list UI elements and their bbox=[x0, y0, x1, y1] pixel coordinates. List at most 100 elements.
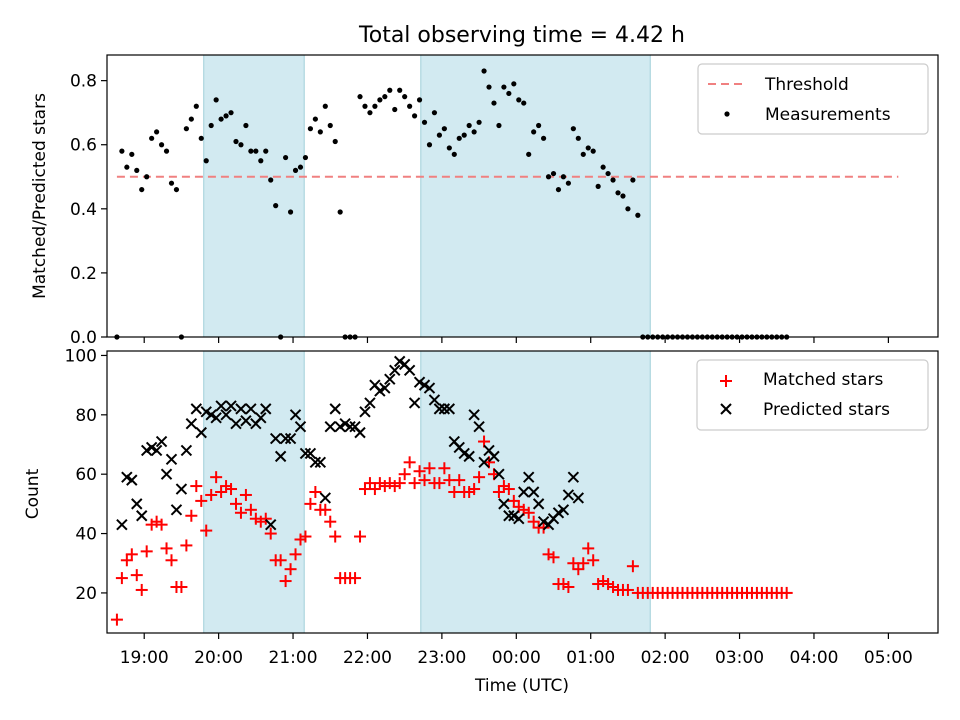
top-plot-frame bbox=[106, 54, 939, 338]
predicted-star-point bbox=[527, 486, 540, 498]
measurement-point bbox=[536, 122, 542, 129]
matched-star-point bbox=[160, 542, 173, 555]
matched-star-point bbox=[185, 509, 198, 522]
measurement-point bbox=[565, 180, 571, 186]
bottom-legend: Matched stars Predicted stars bbox=[696, 359, 929, 431]
matched-star-point bbox=[354, 530, 367, 543]
matched-star-point bbox=[403, 456, 416, 469]
measurement-point bbox=[397, 87, 403, 93]
bottom-plot-frame bbox=[106, 350, 939, 634]
matched-star-point bbox=[140, 545, 153, 558]
measurement-point bbox=[476, 119, 482, 125]
measurement-point bbox=[382, 94, 388, 100]
predicted-stars-series bbox=[116, 355, 585, 531]
measurement-point bbox=[367, 110, 373, 116]
measurement-point bbox=[312, 116, 318, 122]
predicted-star-point bbox=[255, 412, 267, 424]
measurement-point bbox=[526, 151, 532, 157]
measurement-point bbox=[516, 97, 522, 103]
measurement-point bbox=[441, 126, 447, 132]
matched-star-point bbox=[274, 554, 287, 567]
top-x-tick-marks bbox=[143, 337, 889, 343]
matched-star-point bbox=[393, 477, 406, 490]
matched-star-point bbox=[180, 539, 193, 552]
measurement-point bbox=[297, 164, 304, 170]
legend-predicted-label: Predicted stars bbox=[763, 400, 890, 420]
measurement-point bbox=[540, 135, 547, 141]
predicted-star-point bbox=[403, 364, 416, 377]
predicted-star-point bbox=[220, 409, 232, 421]
predicted-star-point bbox=[329, 403, 341, 415]
top-observing-bands bbox=[203, 54, 651, 338]
measurement-point bbox=[258, 158, 264, 164]
measurement-point bbox=[521, 100, 527, 106]
measurement-point bbox=[431, 110, 438, 116]
predicted-star-point bbox=[294, 420, 307, 433]
y-tick-label: 40 bbox=[75, 525, 97, 545]
measurement-point bbox=[168, 180, 175, 186]
measurement-point bbox=[158, 142, 165, 148]
x-tick-label: 04:00 bbox=[789, 648, 838, 668]
predicted-star-point bbox=[279, 432, 292, 445]
observing-band bbox=[203, 54, 305, 338]
measurement-point bbox=[496, 122, 502, 129]
measurement-point bbox=[357, 94, 363, 100]
top-y-axis: 0.0 0.2 0.4 0.6 0.8 bbox=[70, 72, 107, 348]
matched-star-point bbox=[289, 548, 302, 561]
measurement-point bbox=[183, 126, 189, 132]
predicted-star-point bbox=[260, 403, 272, 415]
predicted-star-point bbox=[443, 403, 456, 415]
predicted-star-point bbox=[240, 415, 252, 427]
measurement-point bbox=[511, 81, 517, 87]
measurement-point bbox=[610, 177, 616, 183]
predicted-star-point bbox=[265, 518, 277, 531]
y-tick-label: 100 bbox=[65, 346, 97, 366]
y-tick-label: 0.4 bbox=[70, 200, 97, 220]
matched-star-point bbox=[537, 521, 550, 534]
predicted-star-point bbox=[518, 486, 530, 498]
matched-star-point bbox=[234, 506, 247, 519]
measurement-point bbox=[302, 154, 309, 161]
matched-star-point bbox=[279, 575, 292, 588]
measurement-point bbox=[402, 94, 408, 100]
predicted-star-point bbox=[532, 498, 545, 510]
x-axis-label: Time (UTC) bbox=[474, 676, 569, 696]
matched-star-point bbox=[423, 462, 436, 475]
matched-star-point bbox=[205, 488, 218, 501]
measurement-point bbox=[213, 97, 219, 103]
predicted-star-point bbox=[299, 447, 312, 460]
predicted-star-point bbox=[493, 468, 505, 480]
predicted-star-point bbox=[354, 426, 366, 439]
measurement-point bbox=[625, 206, 631, 212]
matched-star-point bbox=[175, 580, 188, 593]
matched-star-point bbox=[195, 494, 208, 507]
measurement-point bbox=[283, 154, 289, 161]
x-tick-label: 19:00 bbox=[120, 648, 169, 668]
measurement-point bbox=[228, 110, 234, 116]
matched-star-point bbox=[621, 583, 634, 596]
bottom-y-axis: 20 40 60 80 100 bbox=[65, 346, 107, 604]
legend-predicted-swatch bbox=[720, 403, 732, 415]
predicted-star-point bbox=[131, 498, 143, 510]
predicted-star-point bbox=[116, 518, 128, 531]
predicted-star-point bbox=[126, 474, 138, 486]
measurement-point bbox=[327, 122, 333, 129]
measurement-point bbox=[149, 135, 155, 141]
measurement-point bbox=[486, 84, 492, 90]
measurement-point bbox=[248, 148, 254, 154]
predicted-star-point bbox=[463, 450, 475, 463]
measurement-point bbox=[243, 122, 249, 129]
predicted-star-point bbox=[433, 403, 446, 415]
predicted-star-point bbox=[155, 435, 168, 448]
measurement-point bbox=[635, 212, 641, 218]
predicted-star-point bbox=[389, 364, 401, 377]
measurement-point bbox=[253, 148, 259, 154]
predicted-star-point bbox=[185, 418, 198, 430]
measurement-point bbox=[426, 142, 433, 148]
predicted-star-point bbox=[309, 456, 322, 469]
predicted-star-point bbox=[384, 373, 396, 385]
measurement-point bbox=[134, 167, 140, 173]
matched-star-point bbox=[309, 486, 322, 498]
predicted-star-point bbox=[195, 426, 207, 439]
top-legend-box bbox=[697, 63, 929, 135]
